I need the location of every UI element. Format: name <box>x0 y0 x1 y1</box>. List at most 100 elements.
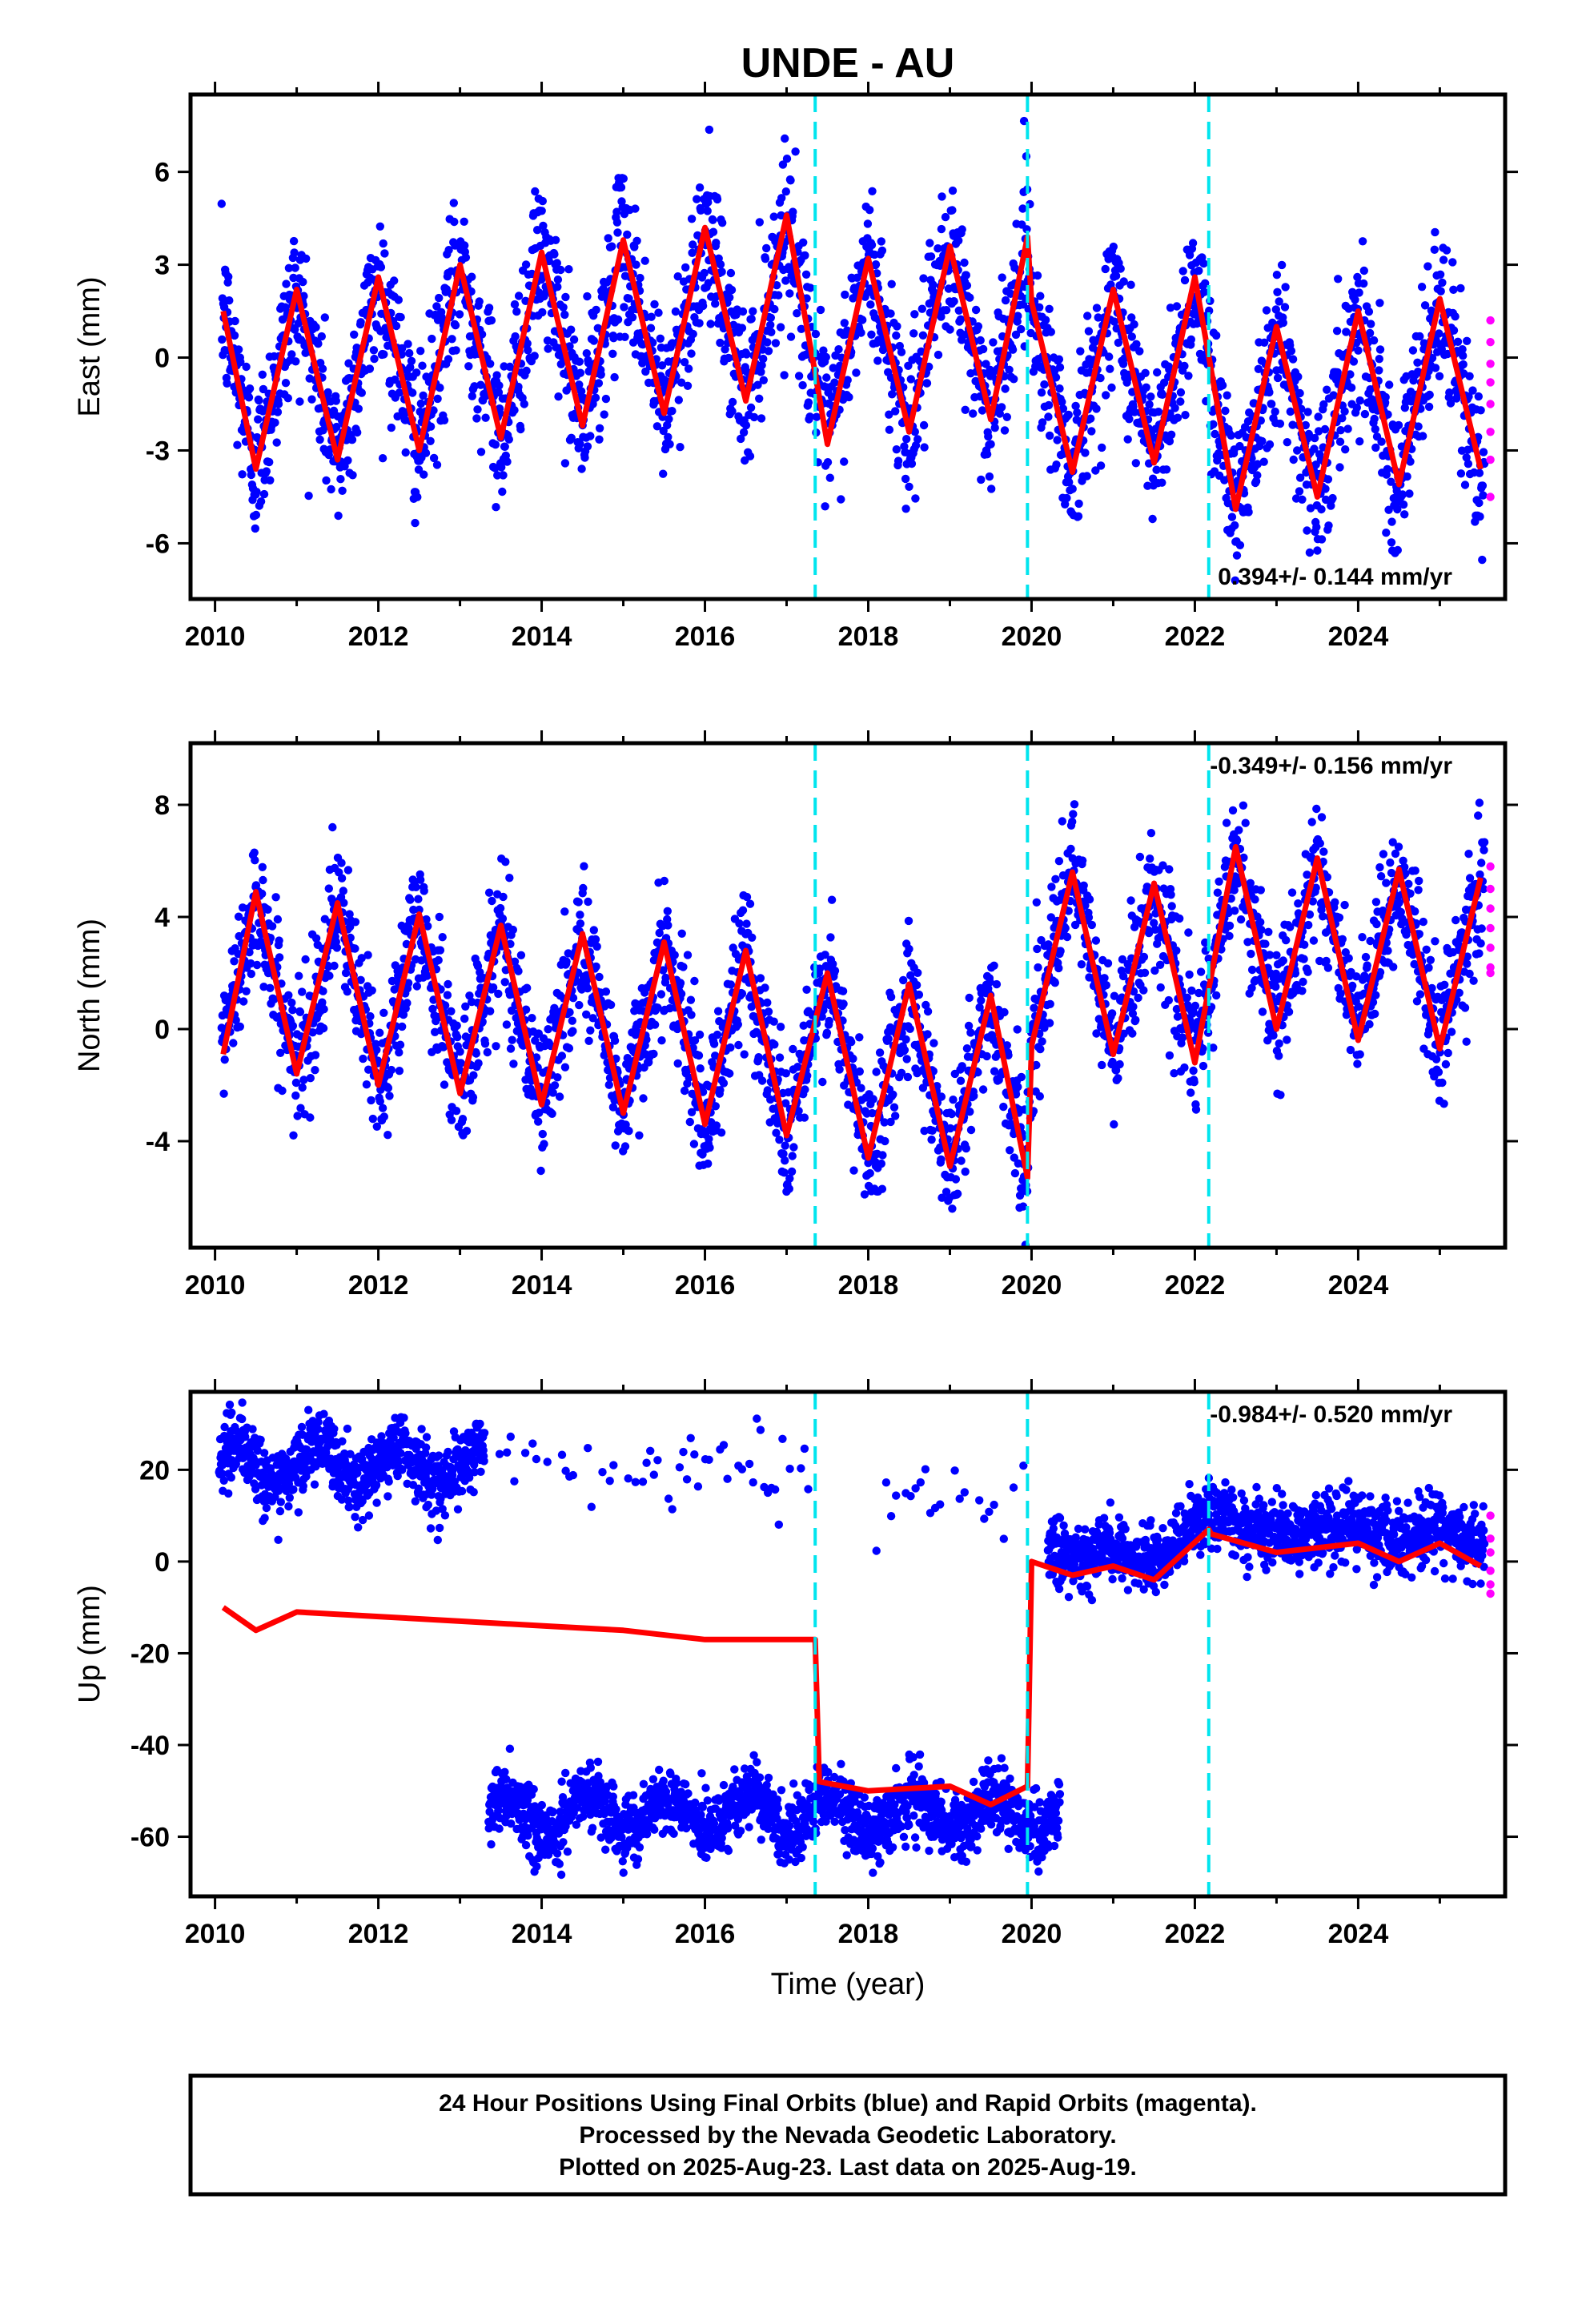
north-data-point <box>452 1021 461 1030</box>
east-data-point <box>287 350 296 359</box>
north-data-point <box>424 922 432 931</box>
east-data-point <box>695 319 704 328</box>
north-data-point <box>604 1080 613 1089</box>
north-data-point <box>460 1014 469 1023</box>
east-data-point <box>656 334 665 343</box>
north-data-point <box>1004 1051 1013 1060</box>
east-data-point <box>1338 414 1347 423</box>
east-data-point <box>1061 500 1070 509</box>
north-data-point <box>620 1142 630 1151</box>
east-data-point <box>786 332 796 341</box>
east-data-point <box>1288 420 1297 429</box>
north-data-point <box>970 1092 978 1100</box>
north-data-point <box>553 1073 562 1082</box>
east-data-point <box>705 125 714 135</box>
north-data-point <box>857 1084 865 1092</box>
east-data-point <box>917 347 926 356</box>
east-data-point <box>516 424 525 434</box>
east-data-point <box>350 330 359 339</box>
east-data-point <box>984 432 993 441</box>
north-data-point <box>830 967 840 975</box>
east-data-point <box>998 273 1006 282</box>
north-data-point <box>509 1059 518 1068</box>
east-data-point <box>532 226 542 235</box>
east-data-point <box>920 443 929 452</box>
east-data-point <box>254 415 263 424</box>
north-data-point <box>550 1081 560 1090</box>
east-data-point <box>259 489 269 499</box>
east-data-point <box>771 339 781 348</box>
east-data-point <box>258 370 267 379</box>
east-data-point <box>1335 437 1345 446</box>
north-data-point <box>937 1155 946 1164</box>
east-data-point <box>244 393 254 402</box>
east-data-point <box>1377 437 1386 446</box>
east-data-point <box>494 388 504 397</box>
east-data-point <box>749 412 759 422</box>
north-data-point <box>1039 1017 1048 1026</box>
north-data-point <box>822 1028 832 1037</box>
north-data-point <box>690 1036 700 1045</box>
east-data-point <box>1142 383 1150 392</box>
north-data-point <box>611 1141 620 1150</box>
east-data-point <box>619 174 628 183</box>
east-data-point <box>1323 385 1331 394</box>
east-data-point <box>1044 400 1054 410</box>
east-data-point <box>893 322 901 331</box>
north-data-point <box>1018 1202 1028 1211</box>
east-data-point <box>925 362 934 372</box>
east-data-point <box>683 381 693 390</box>
east-data-point <box>1465 372 1474 380</box>
north-data-point <box>659 966 668 975</box>
east-data-point <box>499 471 508 480</box>
east-data-point <box>919 420 929 430</box>
north-data-point <box>308 1028 317 1037</box>
east-data-point <box>1000 426 1010 435</box>
north-data-point <box>781 1156 789 1165</box>
east-data-point <box>1367 320 1375 328</box>
north-data-point <box>462 1127 472 1136</box>
north-data-point <box>293 1112 302 1120</box>
north-data-point <box>735 919 744 928</box>
north-data-point <box>387 1065 396 1075</box>
east-data-point <box>1333 368 1342 377</box>
north-data-point <box>414 895 423 903</box>
east-data-point <box>1281 283 1290 292</box>
east-data-point <box>283 394 292 403</box>
north-data-point <box>737 989 747 998</box>
north-data-point <box>356 975 365 985</box>
north-data-point <box>234 912 243 921</box>
east-data-point <box>680 358 689 367</box>
north-data-point <box>538 1129 547 1139</box>
east-data-point <box>961 405 970 414</box>
east-data-point <box>1254 364 1263 373</box>
east-data-point <box>1304 429 1314 439</box>
east-data-point <box>429 453 439 463</box>
east-data-point <box>1086 414 1095 423</box>
east-data-point <box>632 260 640 269</box>
north-data-point <box>966 1125 976 1135</box>
east-data-point <box>937 224 946 234</box>
east-data-point <box>379 239 387 248</box>
north-data-point <box>1036 1044 1045 1054</box>
east-data-point <box>753 380 762 389</box>
east-data-point <box>1459 360 1468 369</box>
east-data-point <box>1321 485 1330 493</box>
north-data-point <box>711 1051 720 1060</box>
east-data-point <box>1008 345 1018 354</box>
north-data-point <box>452 1107 461 1116</box>
east-data-point <box>218 335 227 344</box>
north-data-point <box>923 1007 933 1016</box>
north-data-point <box>685 1117 694 1127</box>
north-data-point <box>456 1047 464 1056</box>
east-data-point <box>1430 245 1439 254</box>
east-data-point <box>738 307 748 316</box>
east-data-point <box>1381 392 1390 402</box>
north-data-point <box>247 959 255 968</box>
east-data-point <box>553 283 562 292</box>
north-data-point <box>1128 1009 1138 1018</box>
east-data-point <box>327 485 335 494</box>
east-data-point <box>481 413 490 422</box>
north-data-point <box>1118 955 1127 964</box>
east-data-point <box>841 290 849 300</box>
